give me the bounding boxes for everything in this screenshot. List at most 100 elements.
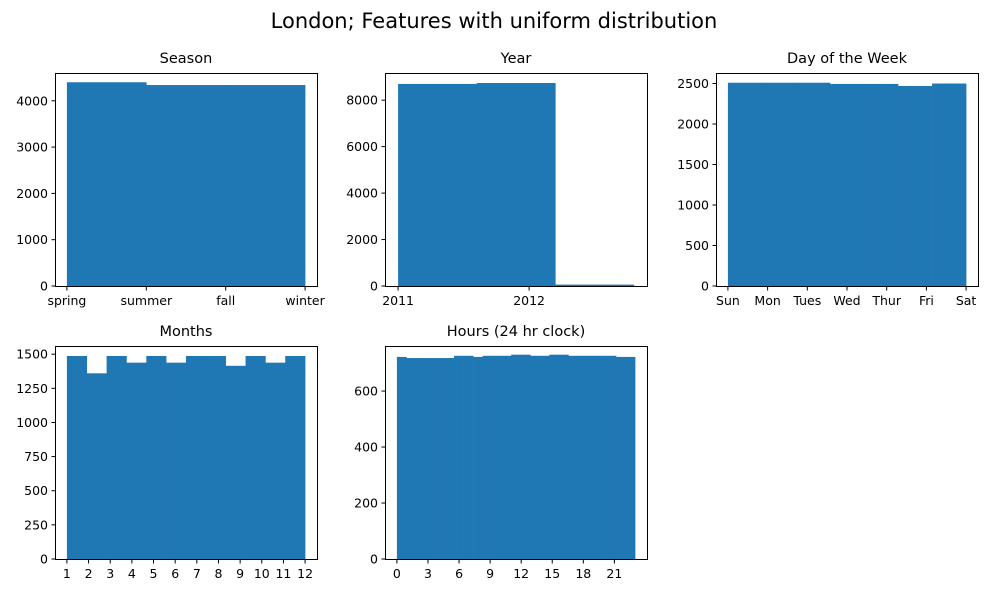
bar	[587, 355, 598, 559]
y-tick-label: 0	[701, 279, 709, 294]
bar	[245, 355, 266, 559]
bar	[482, 355, 493, 559]
bar	[205, 355, 226, 559]
x-tick-label: Mon	[754, 293, 780, 308]
x-tick-label: 10	[254, 566, 270, 581]
y-tick-label: 6000	[346, 139, 378, 154]
y-tick-label: 400	[354, 440, 378, 455]
x-tick-label: Tues	[792, 293, 821, 308]
bar	[492, 355, 503, 559]
chart-panel-1: Season spring summer fall winter 0 1000 2000 300…	[16, 51, 325, 308]
bar	[511, 354, 522, 559]
x-tick-label: 15	[544, 566, 560, 581]
panel-title: Hours (24 hr clock)	[447, 324, 585, 340]
bar	[473, 356, 483, 559]
y-tick-label: 1500	[677, 157, 709, 172]
bar	[932, 83, 967, 286]
x-tick-label: 6	[455, 566, 463, 581]
y-tick-label: 500	[685, 238, 709, 253]
y-tick-label: 250	[24, 517, 48, 532]
bar	[66, 355, 88, 559]
bar	[435, 358, 445, 559]
y-tick-label: 600	[354, 384, 378, 399]
bar	[225, 365, 246, 559]
x-tick-label: 0	[393, 566, 401, 581]
chart-panel-5: Hours (24 hr clock) 0 3 6 9 12 15 18 21 0 200 400 60…	[354, 324, 648, 581]
bar	[864, 83, 899, 286]
bar	[146, 355, 167, 559]
panel-title: Season	[160, 51, 213, 67]
y-tick-label: 2000	[346, 232, 378, 247]
axes-frame	[385, 73, 648, 287]
axes-frame	[55, 346, 318, 560]
bar	[539, 355, 550, 559]
x-tick-label: 9	[236, 566, 244, 581]
y-tick-label: 2000	[677, 117, 709, 132]
x-tick-label: 2	[85, 566, 93, 581]
y-tick-label: 4000	[346, 186, 378, 201]
chart-panel-3: Day of the Week Sun Mon Tues Wed Thur Fri Sat 0 5…	[677, 51, 979, 308]
x-tick-label: Wed	[833, 293, 860, 308]
x-tick-label: 5	[150, 566, 158, 581]
bar	[476, 82, 556, 286]
x-tick-label: 3	[106, 566, 114, 581]
bar	[568, 355, 579, 559]
bar	[549, 354, 560, 559]
bar	[186, 355, 207, 559]
x-tick-label: 2012	[513, 293, 545, 308]
bar	[66, 82, 147, 287]
bar	[86, 373, 107, 559]
bar	[795, 82, 831, 286]
panel-title: Year	[500, 51, 532, 67]
x-tick-label: 7	[193, 566, 201, 581]
bar	[530, 355, 541, 559]
bar	[829, 83, 865, 286]
x-tick-label: 11	[275, 566, 291, 581]
y-tick-label: 1250	[16, 381, 48, 396]
x-tick-label: 18	[575, 566, 591, 581]
x-tick-label: Thur	[871, 293, 901, 308]
figure-title: London; Features with uniform distributi…	[271, 9, 718, 33]
x-tick-label: summer	[120, 293, 172, 308]
y-tick-label: 3000	[16, 140, 48, 155]
x-tick-label: 21	[606, 566, 622, 581]
bar	[454, 355, 464, 559]
chart-panel-2: Year 2011 2012 0 2000 4000 6000 8000	[346, 51, 648, 308]
bar	[166, 362, 187, 559]
x-tick-label: fall	[216, 293, 235, 308]
x-tick-label: 12	[297, 566, 313, 581]
x-tick-label: Sat	[956, 293, 977, 308]
bar	[898, 85, 933, 286]
bar	[577, 355, 588, 559]
bar	[225, 85, 306, 287]
y-tick-label: 1500	[16, 347, 48, 362]
y-tick-label: 200	[354, 496, 378, 511]
bar	[463, 355, 474, 559]
y-tick-label: 0	[40, 279, 48, 294]
y-tick-label: 1000	[16, 415, 48, 430]
x-tick-label: Sun	[716, 293, 740, 308]
y-tick-label: 1000	[16, 232, 48, 247]
bar	[520, 354, 531, 559]
bar	[285, 355, 306, 559]
bar	[555, 284, 635, 286]
bar	[396, 356, 407, 559]
panel-title: Day of the Week	[787, 51, 908, 67]
y-tick-label: 2500	[677, 76, 709, 91]
y-tick-label: 0	[370, 552, 378, 567]
y-tick-label: 4000	[16, 93, 48, 108]
bar	[406, 358, 417, 559]
bar	[761, 82, 797, 286]
x-tick-label: spring	[47, 293, 86, 308]
panel-title: Months	[159, 324, 212, 340]
x-tick-label: 6	[171, 566, 179, 581]
x-tick-label: 3	[424, 566, 432, 581]
x-tick-label: 2011	[382, 293, 414, 308]
x-tick-label: 1	[63, 566, 71, 581]
axes-frame	[385, 346, 648, 560]
bar	[265, 362, 286, 559]
bar	[444, 358, 455, 559]
y-tick-label: 0	[370, 279, 378, 294]
